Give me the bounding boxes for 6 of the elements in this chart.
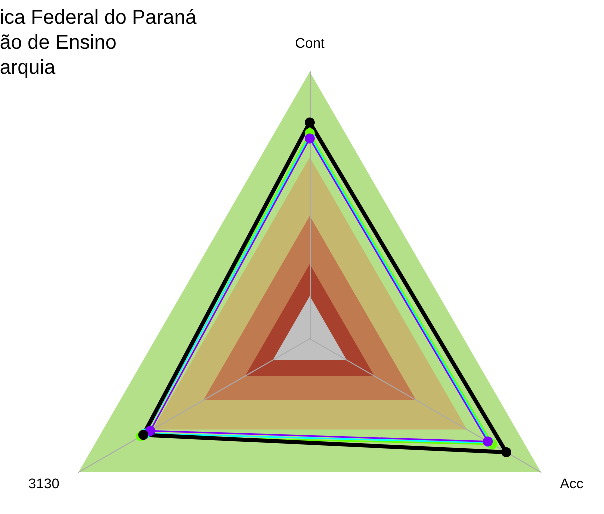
text: arquia	[0, 57, 56, 79]
spoke-label: 3130	[28, 476, 60, 492]
spoke-label: Acc	[560, 476, 584, 492]
spoke-label: Cont	[295, 35, 325, 51]
text: ica Federal do Paraná	[0, 7, 198, 29]
text: ão de Ensino	[0, 32, 117, 54]
